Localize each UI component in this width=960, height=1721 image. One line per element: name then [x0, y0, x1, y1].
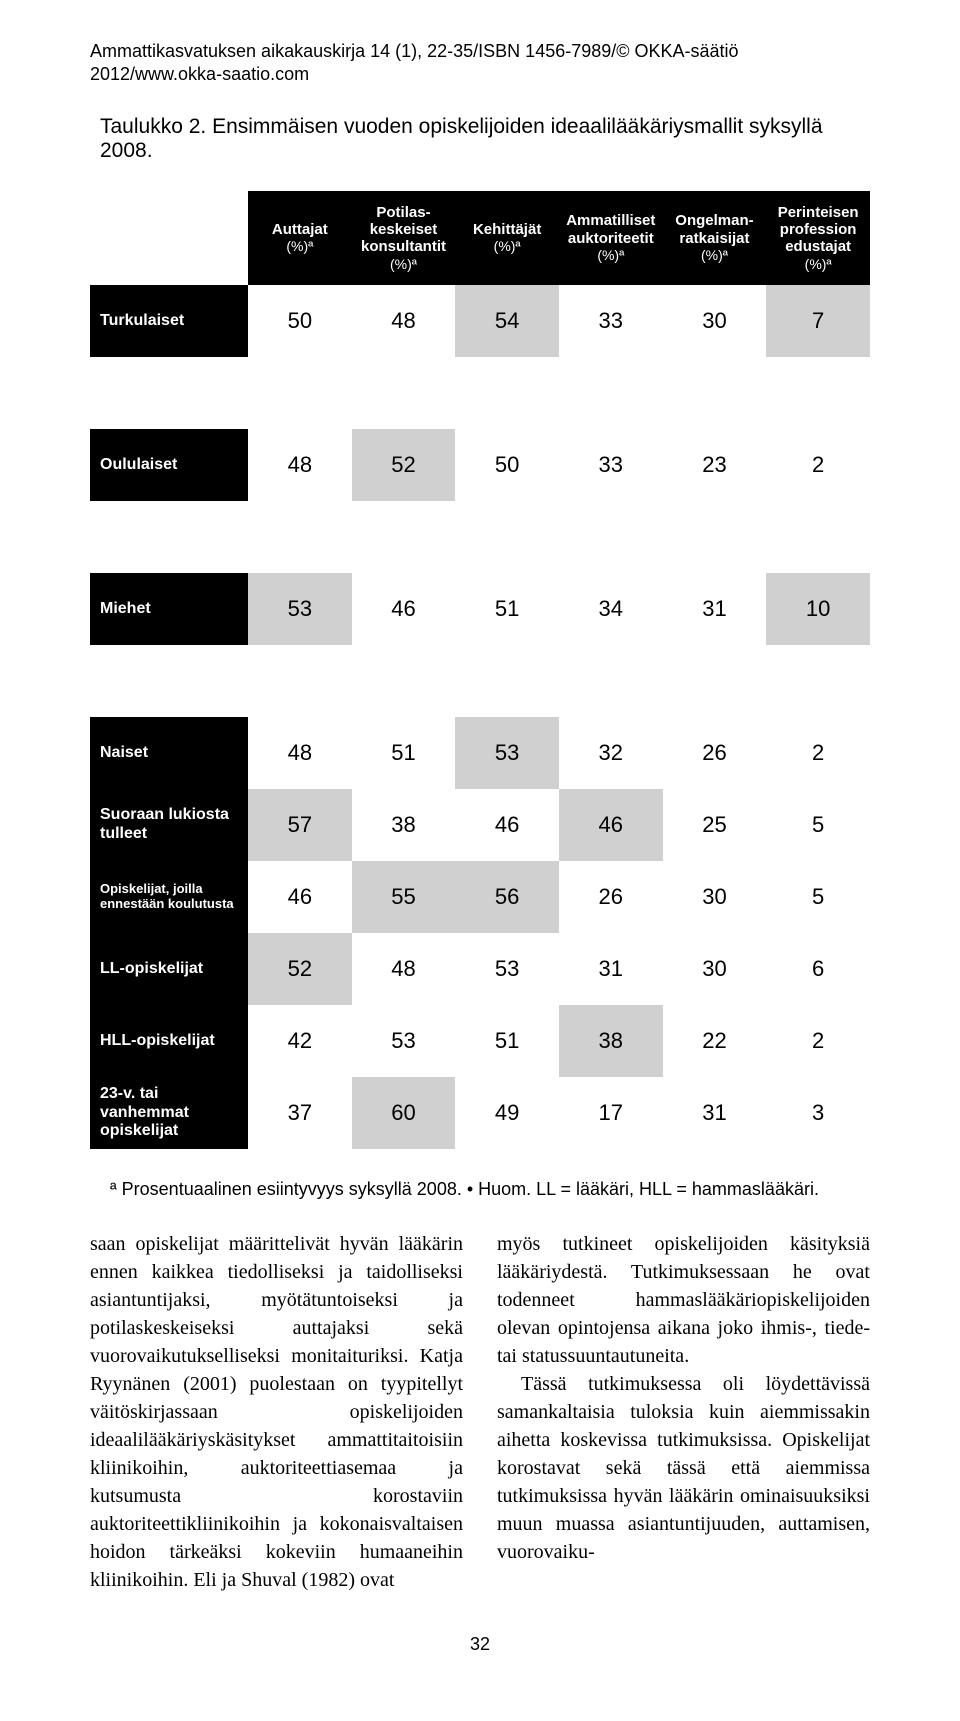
table-footnote: ª Prosentuaalinen esiintyvyys syksyllä 2… [110, 1179, 870, 1200]
body-text-columns: saan opiskelijat määrittelivät hyvän lää… [90, 1230, 870, 1594]
table-cell: 26 [559, 861, 663, 933]
table-cell: 32 [559, 717, 663, 789]
body-right-column: myös tutkineet opiskelijoiden käsityksiä… [497, 1230, 870, 1594]
column-header: Ongelman-ratkaisijat(%)ª [663, 191, 767, 285]
table-cell: 31 [663, 573, 767, 645]
table-cell: 26 [663, 717, 767, 789]
spacer-row [90, 357, 870, 429]
table-cell: 2 [766, 429, 870, 501]
table-row: 23-v. tai vanhemmat opiskelijat376049173… [90, 1077, 870, 1149]
document-page: Ammattikasvatuksen aikakauskirja 14 (1),… [0, 0, 960, 1705]
table-cell: 49 [455, 1077, 559, 1149]
table-cell: 3 [766, 1077, 870, 1149]
table-cell: 30 [663, 285, 767, 357]
table-cell: 34 [559, 573, 663, 645]
table-cell: 51 [352, 717, 456, 789]
table-cell: 31 [559, 933, 663, 1005]
table-cell: 17 [559, 1077, 663, 1149]
table-cell: 56 [455, 861, 559, 933]
table-cell: 33 [559, 429, 663, 501]
column-header: Perinteisen profession edustajat(%)ª [766, 191, 870, 285]
table-cell: 38 [352, 789, 456, 861]
table-row: HLL-opiskelijat42535138222 [90, 1005, 870, 1077]
table-cell: 38 [559, 1005, 663, 1077]
column-header: Auttajat(%)ª [248, 191, 352, 285]
table-cell: 57 [248, 789, 352, 861]
table-cell: 23 [663, 429, 767, 501]
table-body: Turkulaiset50485433307Oululaiset48525033… [90, 285, 870, 1149]
table-row: Turkulaiset50485433307 [90, 285, 870, 357]
column-header: Kehittäjät(%)ª [455, 191, 559, 285]
table-cell: 10 [766, 573, 870, 645]
table-cell: 7 [766, 285, 870, 357]
table-cell: 30 [663, 933, 767, 1005]
table-row: Naiset48515332262 [90, 717, 870, 789]
table-row: Suoraan lukiosta tulleet57384646255 [90, 789, 870, 861]
table-row: Oululaiset48525033232 [90, 429, 870, 501]
table-cell: 5 [766, 789, 870, 861]
body-paragraph: saan opiskelijat määrittelivät hyvän lää… [90, 1230, 463, 1594]
table-cell: 5 [766, 861, 870, 933]
table-cell: 46 [455, 789, 559, 861]
column-header: Potilas-keskeiset konsultantit(%)ª [352, 191, 456, 285]
table-cell: 51 [455, 573, 559, 645]
table-cell: 53 [455, 717, 559, 789]
table-cell: 52 [248, 933, 352, 1005]
column-header: Ammatilliset auktoriteetit(%)ª [559, 191, 663, 285]
table-cell: 25 [663, 789, 767, 861]
table-cell: 50 [455, 429, 559, 501]
row-label: Turkulaiset [90, 285, 248, 357]
table-cell: 53 [248, 573, 352, 645]
table-cell: 37 [248, 1077, 352, 1149]
table-cell: 46 [559, 789, 663, 861]
table-cell: 50 [248, 285, 352, 357]
data-table: Auttajat(%)ªPotilas-keskeiset konsultant… [90, 191, 870, 1149]
table-cell: 46 [248, 861, 352, 933]
table-cell: 22 [663, 1005, 767, 1077]
running-head: Ammattikasvatuksen aikakauskirja 14 (1),… [90, 40, 870, 87]
header-blank [90, 191, 248, 285]
table-cell: 2 [766, 717, 870, 789]
table-cell: 42 [248, 1005, 352, 1077]
table-cell: 51 [455, 1005, 559, 1077]
table-cell: 46 [352, 573, 456, 645]
row-label: HLL-opiskelijat [90, 1005, 248, 1077]
row-label: Oululaiset [90, 429, 248, 501]
table-row: Opiskelijat, joilla ennestään koulutusta… [90, 861, 870, 933]
table-cell: 55 [352, 861, 456, 933]
row-label: Naiset [90, 717, 248, 789]
table-cell: 53 [455, 933, 559, 1005]
table-cell: 48 [248, 429, 352, 501]
spacer-row [90, 501, 870, 573]
row-label: Miehet [90, 573, 248, 645]
table-cell: 54 [455, 285, 559, 357]
spacer-row [90, 645, 870, 717]
row-label: Suoraan lukiosta tulleet [90, 789, 248, 861]
body-paragraph: Tässä tutkimuksessa oli löydettävissä sa… [497, 1370, 870, 1566]
table-cell: 48 [352, 285, 456, 357]
table-cell: 60 [352, 1077, 456, 1149]
table-cell: 6 [766, 933, 870, 1005]
table-cell: 2 [766, 1005, 870, 1077]
body-left-column: saan opiskelijat määrittelivät hyvän lää… [90, 1230, 463, 1594]
row-label: Opiskelijat, joilla ennestään koulutusta [90, 861, 248, 933]
table-cell: 53 [352, 1005, 456, 1077]
table-cell: 31 [663, 1077, 767, 1149]
row-label: LL-opiskelijat [90, 933, 248, 1005]
header-row: Auttajat(%)ªPotilas-keskeiset konsultant… [90, 191, 870, 285]
table-row: LL-opiskelijat52485331306 [90, 933, 870, 1005]
body-paragraph: myös tutkineet opiskelijoiden käsityksiä… [497, 1230, 870, 1370]
table-cell: 33 [559, 285, 663, 357]
page-number: 32 [90, 1634, 870, 1655]
table-row: Miehet534651343110 [90, 573, 870, 645]
row-label: 23-v. tai vanhemmat opiskelijat [90, 1077, 248, 1149]
table-cell: 48 [352, 933, 456, 1005]
table-caption: Taulukko 2. Ensimmäisen vuoden opiskelij… [100, 115, 870, 163]
table-cell: 52 [352, 429, 456, 501]
table-cell: 48 [248, 717, 352, 789]
table-cell: 30 [663, 861, 767, 933]
